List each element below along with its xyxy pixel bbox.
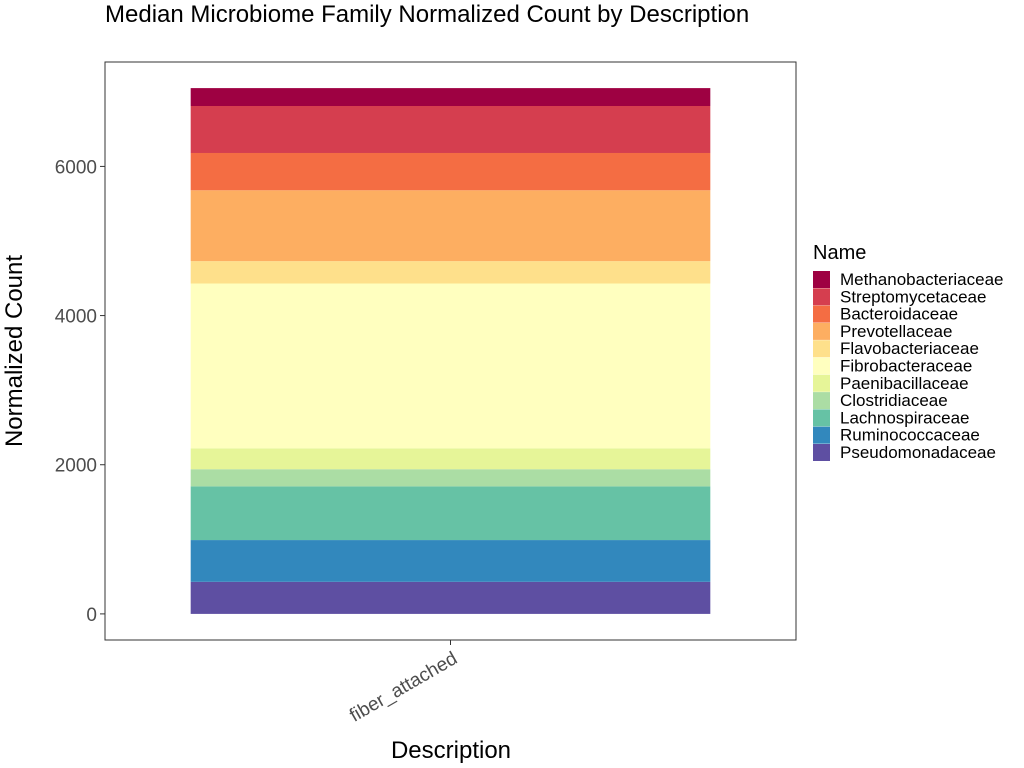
- bar-segment-lachnospiraceae: [190, 486, 711, 541]
- bar-segment-bacteroidaceae: [190, 152, 711, 191]
- bar-segment-flavobacteriaceae: [190, 261, 711, 284]
- legend-key-ruminococcaceae: [813, 426, 830, 444]
- y-tick-label: 6000: [55, 157, 97, 178]
- legend-label: Bacteroidaceae: [840, 305, 958, 324]
- bar-segment-ruminococcaceae: [190, 540, 711, 582]
- chart-title: Median Microbiome Family Normalized Coun…: [105, 1, 749, 28]
- y-tick-label: 4000: [55, 307, 97, 328]
- legend-label: Paenibacillaceae: [840, 374, 969, 393]
- bar-segment-pseudomonadaceae: [190, 581, 711, 614]
- legend-label: Streptomycetaceae: [840, 287, 986, 306]
- legend-key-methanobacteriaceae: [813, 271, 830, 288]
- legend-key-clostridiaceae: [813, 392, 830, 410]
- legend-label: Clostridiaceae: [840, 391, 948, 410]
- bar-segment-paenibacillaceae: [190, 448, 711, 470]
- legend-key-flavobacteriaceae: [813, 340, 830, 358]
- legend-label: Methanobacteriaceae: [840, 270, 1004, 289]
- legend-label: Flavobacteriaceae: [840, 339, 979, 358]
- bar-segment-clostridiaceae: [190, 469, 711, 487]
- legend-key-streptomycetaceae: [813, 288, 830, 306]
- legend: Name MethanobacteriaceaeStreptomycetacea…: [813, 242, 1004, 462]
- bars-layer: [190, 88, 711, 614]
- legend-label: Lachnospiraceae: [840, 408, 969, 427]
- legend-label: Pseudomonadaceae: [840, 443, 996, 462]
- x-tick-label: fiber_attached: [346, 648, 461, 726]
- y-axis-title: Normalized Count: [1, 255, 28, 447]
- legend-label: Ruminococcaceae: [840, 426, 980, 445]
- bar-segment-methanobacteriaceae: [190, 88, 711, 107]
- legend-key-lachnospiraceae: [813, 409, 830, 427]
- legend-key-bacteroidaceae: [813, 305, 830, 323]
- x-axis: fiber_attached: [346, 640, 461, 727]
- legend-label: Fibrobacteraceae: [840, 357, 972, 376]
- y-tick-label: 0: [86, 605, 97, 626]
- legend-key-paenibacillaceae: [813, 374, 830, 392]
- bar-segment-prevotellaceae: [190, 190, 711, 262]
- bar-segment-fibrobacteraceae: [190, 283, 711, 449]
- y-axis: 0 2000 4000 6000: [55, 157, 105, 626]
- legend-key-prevotellaceae: [813, 322, 830, 340]
- legend-key-pseudomonadaceae: [813, 444, 830, 461]
- bar-segment-streptomycetaceae: [190, 106, 711, 153]
- y-tick-label: 2000: [55, 456, 97, 477]
- x-axis-title: Description: [391, 737, 511, 764]
- legend-key-fibrobacteraceae: [813, 357, 830, 375]
- legend-label: Prevotellaceae: [840, 322, 952, 341]
- legend-title: Name: [813, 242, 866, 264]
